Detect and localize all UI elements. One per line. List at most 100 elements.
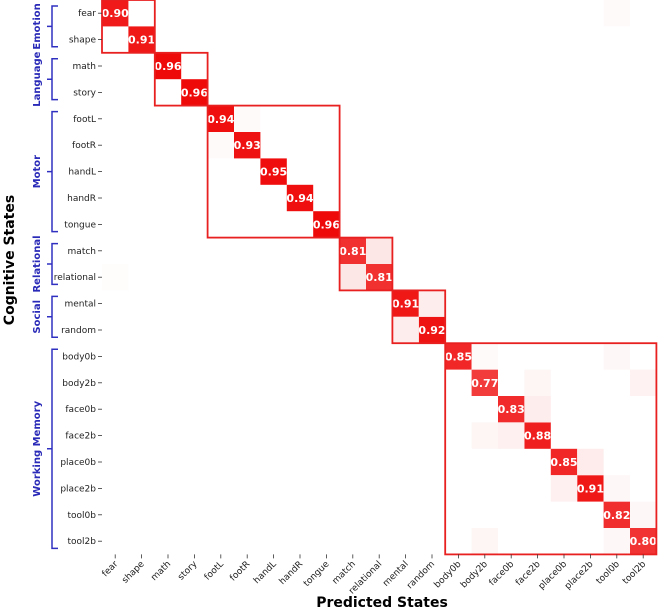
cell-body2b-tool2b [630, 369, 657, 396]
cell-handL-handL [260, 158, 287, 185]
bracket-social [47, 295, 58, 338]
x-tick-label-random: random [405, 559, 437, 591]
bracket-motor [47, 110, 58, 233]
value-label-relational: 0.81 [366, 271, 393, 284]
cell-place2b-place2b [577, 475, 604, 502]
group-boxes [101, 0, 658, 556]
x-tick-label-tool2b: tool2b [621, 559, 648, 586]
bracket-relational [47, 242, 58, 286]
value-label-shape: 0.91 [128, 34, 155, 47]
value-label-place0b: 0.85 [550, 456, 577, 469]
cell-body0b-body0b [445, 343, 472, 370]
y-tick-label-tool2b: tool2b [68, 537, 97, 547]
cell-face2b-face2b [524, 422, 551, 449]
cell-random-mental [392, 316, 419, 344]
x-tick-label-face0b: face0b [488, 559, 517, 588]
group-box-motor [206, 104, 341, 239]
cell-body2b-body2b [471, 369, 498, 396]
x-tick-label-body0b: body0b [433, 559, 464, 590]
bracket-language [47, 58, 58, 101]
x-tick-label-place2b: place2b [563, 559, 595, 591]
value-label-random: 0.92 [418, 324, 445, 337]
value-label-handL: 0.95 [260, 166, 287, 179]
group-box-relational [338, 236, 394, 292]
x-tick-label-handL: handL [252, 559, 279, 586]
cell-match-relational [366, 237, 393, 264]
y-tick-label-shape: shape [69, 36, 97, 46]
cell-tool2b-body2b [471, 528, 498, 555]
y-tick-label-tool0b: tool0b [68, 511, 97, 521]
bracket-emotion [47, 5, 58, 48]
cell-face2b-face0b [498, 422, 525, 449]
y-tick-label-face0b: face0b [65, 405, 96, 415]
cell-tool2b-tool2b [630, 528, 657, 555]
y-tick-label-tongue: tongue [64, 220, 96, 230]
value-label-tongue: 0.96 [313, 218, 340, 231]
cell-relational-fear [102, 264, 129, 291]
cell-tongue-tongue [313, 211, 340, 238]
cell-place0b-place2b [577, 448, 604, 476]
value-label-match: 0.81 [339, 245, 366, 258]
x-tick-label-footL: footL [203, 559, 226, 582]
y-tick-label-handR: handR [67, 194, 96, 204]
cell-mental-random [418, 290, 446, 317]
cell-relational-match [339, 264, 366, 291]
y-tick-label-fear: fear [78, 9, 96, 19]
cell-footL-footL [207, 105, 234, 132]
cell-relational-relational [366, 264, 393, 291]
x-tick-label-shape: shape [120, 559, 147, 586]
x-tick-label-story: story [176, 559, 200, 583]
x-tick-label-fear: fear [101, 559, 121, 579]
x-tick-label-handR: handR [278, 559, 305, 586]
value-label-fear: 0.90 [102, 7, 129, 20]
group-label-motor: Motor [32, 155, 43, 188]
y-tick-label-match: match [68, 247, 96, 257]
cell-story-story [181, 79, 208, 106]
value-label-story: 0.96 [181, 86, 208, 99]
y-tick-label-face2b: face2b [65, 432, 96, 442]
y-tick-label-handL: handL [68, 168, 96, 178]
y-tick-label-footL: footL [73, 115, 96, 125]
y-tick-label-body2b: body2b [62, 379, 96, 389]
cell-fear-fear [102, 0, 129, 27]
cell-footL-footR [234, 105, 261, 132]
x-tick-labels: fear shape math story footL footR handLhandRto… [101, 554, 649, 596]
cell-body2b-face2b [524, 369, 551, 396]
value-label-face2b: 0.88 [524, 430, 551, 443]
value-label-tool0b: 0.82 [603, 509, 630, 522]
cell-body0b-tool0b [603, 343, 630, 370]
cell-random-random [418, 316, 446, 344]
x-axis-title: Predicted States [316, 595, 448, 611]
value-label-handR: 0.94 [286, 192, 313, 205]
y-tick-label-story: story [73, 88, 96, 98]
cell-math-math [154, 52, 182, 80]
cell-place2b-tool0b [603, 475, 630, 502]
group-box-social [391, 289, 447, 345]
cell-tool0b-tool0b [603, 501, 630, 528]
cell-tool0b-tool2b [630, 501, 657, 528]
group-label-language: Language [32, 51, 43, 106]
value-label-tool2b: 0.80 [630, 535, 657, 548]
cell-footR-footR [234, 132, 261, 159]
group-label-relational: Relational [32, 235, 43, 292]
cell-mental-mental [392, 290, 419, 317]
group-box-emotion [101, 0, 156, 54]
group-brackets: Emotion Language Motor Relational Social Work… [32, 3, 58, 550]
cell-match-match [339, 237, 366, 264]
cell-tool2b-tool0b [603, 528, 630, 555]
y-tick-label-random: random [61, 326, 96, 336]
group-label-emotion: Emotion [32, 3, 43, 49]
group-box-working-memory [444, 342, 658, 556]
cell-body0b-body2b [471, 343, 498, 370]
cell-place2b-place0b [550, 475, 578, 502]
cell-footR-footL [207, 132, 234, 159]
value-label-face0b: 0.83 [498, 403, 525, 416]
y-tick-label-place2b: place2b [60, 484, 96, 494]
cell-face0b-face0b [498, 396, 525, 423]
y-tick-label-footR: footR [72, 141, 96, 151]
y-tick-label-relational: relational [54, 273, 96, 283]
cell-face2b-body2b [471, 422, 498, 449]
heatmap-cells [102, 0, 657, 555]
group-label-working-memory: Working Memory [32, 400, 43, 496]
